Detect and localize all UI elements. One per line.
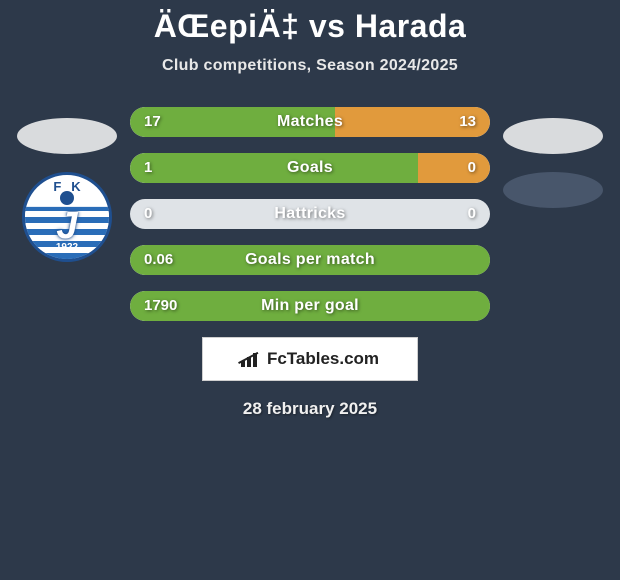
brand-text: FcTables.com (267, 349, 379, 369)
left-player-column: FK J 1922 (12, 118, 122, 262)
stat-value-left: 0.06 (130, 245, 187, 275)
stat-value-right: 0 (454, 153, 490, 183)
stats-list: Matches1713Goals10Hattricks00Goals per m… (130, 107, 490, 321)
right-player-column (498, 118, 608, 226)
club-badge-placeholder (503, 172, 603, 208)
date-label: 28 february 2025 (0, 399, 620, 419)
stat-row: Min per goal1790 (130, 291, 490, 321)
badge-ball-icon (60, 191, 74, 205)
brand-box[interactable]: FcTables.com (202, 337, 418, 381)
stat-label: Goals (130, 153, 490, 183)
stat-value-left: 1790 (130, 291, 191, 321)
stat-value-left: 17 (130, 107, 175, 137)
stat-row: Matches17 13 (130, 107, 490, 137)
stat-value-right: 13 (445, 107, 490, 137)
stat-value-right: 0 (454, 199, 490, 229)
player-photo-placeholder (503, 118, 603, 154)
comparison-card: ÄŒepiÄ‡ vs Harada Club competitions, Sea… (0, 0, 620, 419)
stat-row: Hattricks0 0 (130, 199, 490, 229)
badge-year: 1922 (25, 242, 109, 253)
stat-value-left: 1 (130, 153, 166, 183)
stat-row: Goals1 0 (130, 153, 490, 183)
stat-value-left: 0 (130, 199, 166, 229)
stat-row: Goals per match0.06 (130, 245, 490, 275)
page-title: ÄŒepiÄ‡ vs Harada (0, 8, 620, 45)
player-photo-placeholder (17, 118, 117, 154)
page-subtitle: Club competitions, Season 2024/2025 (0, 57, 620, 75)
stat-label: Matches (130, 107, 490, 137)
stat-label: Hattricks (130, 199, 490, 229)
chart-icon (241, 351, 261, 367)
club-badge: FK J 1922 (22, 172, 112, 262)
